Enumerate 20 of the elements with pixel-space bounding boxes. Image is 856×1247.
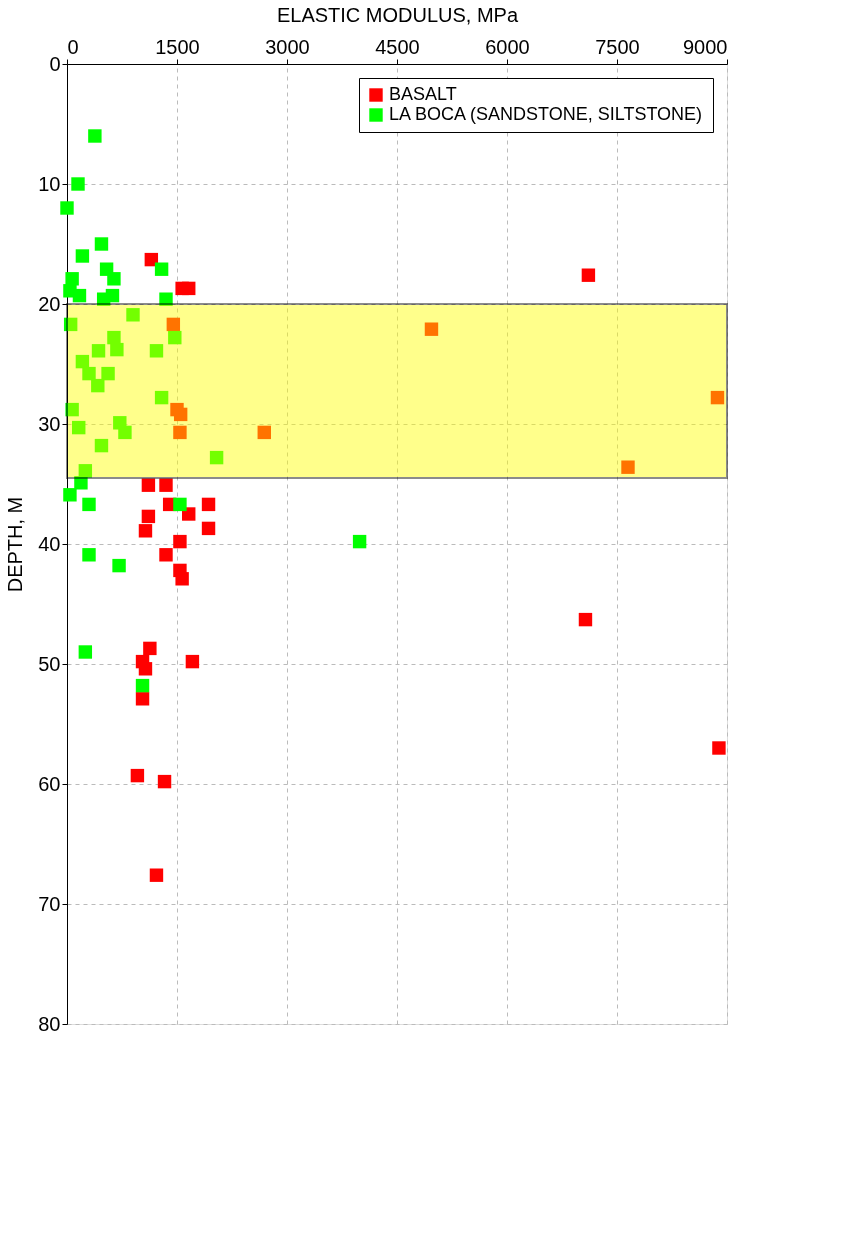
y-tick-label: 10 <box>38 172 61 195</box>
y-tick-label: 70 <box>38 892 61 915</box>
x-tick-label: 1500 <box>155 35 200 58</box>
x-axis-title: ELASTIC MODULUS, MPa <box>276 3 519 26</box>
x-tick-label: 0 <box>67 35 79 58</box>
x-tick-label: 6000 <box>485 35 530 58</box>
x-tick-label: 4500 <box>375 35 420 58</box>
y-tick-label: 0 <box>49 52 61 75</box>
y-axis-title: DEPTH, M <box>4 496 27 593</box>
y-tick-label: 40 <box>38 532 61 555</box>
legend-label: BASALT <box>389 84 457 104</box>
y-tick-label: 60 <box>38 772 61 795</box>
y-tick-label: 50 <box>38 652 61 675</box>
y-tick-label: 80 <box>38 1012 61 1035</box>
x-tick-label: 9000 <box>683 35 728 58</box>
x-tick-label: 7500 <box>595 35 640 58</box>
x-tick-label: 3000 <box>265 35 310 58</box>
legend-label: LA BOCA (SANDSTONE, SILTSTONE) <box>389 104 703 124</box>
y-tick-label: 30 <box>38 412 61 435</box>
y-tick-label: 20 <box>38 292 61 315</box>
